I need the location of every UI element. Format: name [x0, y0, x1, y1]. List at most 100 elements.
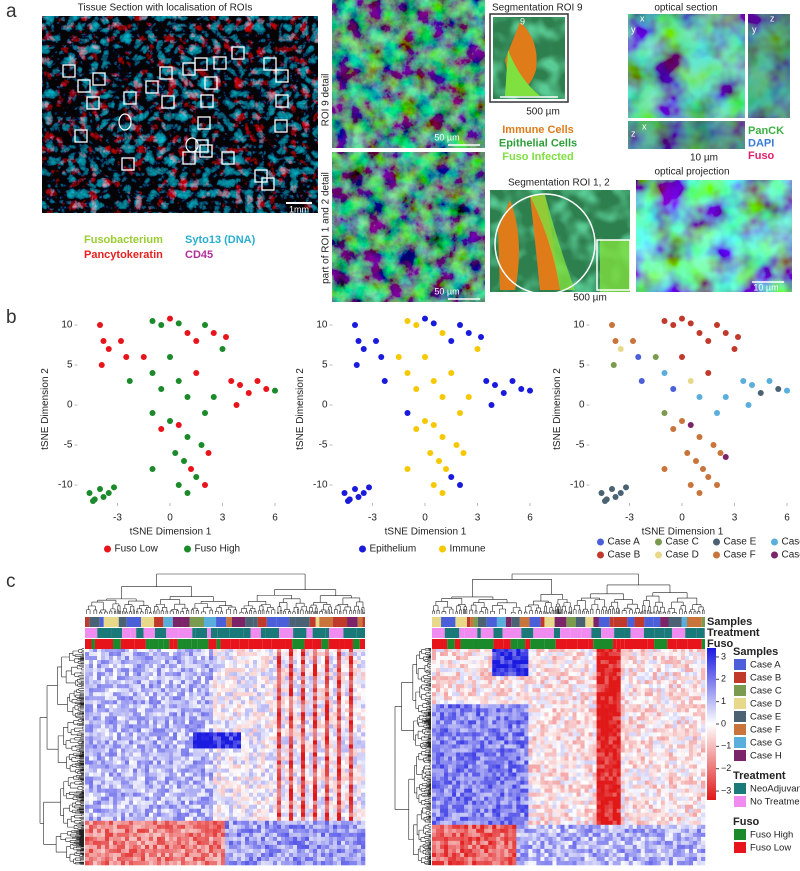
heatmap-cell [169, 664, 173, 668]
heatmap-cell [189, 761, 193, 765]
heatmap-cell [345, 704, 349, 708]
heatmap-cell [325, 748, 329, 752]
heatmap-cell [601, 660, 605, 664]
heatmap-cell [325, 789, 329, 793]
heatmap-cell [484, 680, 488, 684]
heatmap-cell [337, 809, 341, 813]
heatmap-cell [165, 853, 169, 857]
heatmap-cell [141, 664, 145, 668]
heatmap-cell [281, 704, 285, 708]
data-point [413, 386, 419, 392]
heatmap-cell [261, 781, 265, 785]
heatmap-cell [277, 761, 281, 765]
heatmap-cell [277, 861, 281, 865]
heatmap-cell [641, 664, 645, 668]
heatmap-cell [448, 676, 452, 680]
heatmap-cell [269, 813, 273, 817]
heatmap-cell [133, 736, 137, 740]
heatmap-cell [109, 853, 113, 857]
heatmap-cell [157, 720, 161, 724]
heatmap-cell [317, 660, 321, 664]
heatmap-cell [293, 817, 297, 821]
heatmap-cell [677, 664, 681, 668]
heatmap-cell [333, 841, 337, 845]
heatmap-cell [341, 849, 345, 853]
heatmap-cell [253, 680, 257, 684]
heatmap-cell [297, 740, 301, 744]
heatmap-cell [293, 752, 297, 756]
heatmap-cell [349, 853, 353, 857]
heatmap-cell [637, 684, 641, 688]
heatmap-cell [333, 825, 337, 829]
heatmap-cell [257, 740, 261, 744]
heatmap-cell [225, 789, 229, 793]
heatmap-cell [89, 664, 93, 668]
heatmap-cell [189, 724, 193, 728]
annotation-cell [136, 628, 143, 638]
heatmap-cell [129, 793, 133, 797]
heatmap-cell [621, 680, 625, 684]
annotation-cell [143, 628, 154, 638]
heatmap-cell [321, 861, 325, 865]
data-point [492, 382, 498, 388]
heatmap-cell [309, 744, 313, 748]
heatmap-cell [177, 684, 181, 688]
heatmap-cell [333, 853, 337, 857]
heatmap-cell [289, 849, 293, 853]
heatmap-cell [349, 720, 353, 724]
heatmap-cell [297, 716, 301, 720]
heatmap-cell [241, 861, 245, 865]
heatmap-cell [157, 664, 161, 668]
heatmap-cell [305, 853, 309, 857]
heatmap-cell [233, 825, 237, 829]
heatmap-cell [105, 809, 109, 813]
heatmap-cell [209, 853, 213, 857]
heatmap-cell [357, 740, 361, 744]
heatmap-cell [173, 861, 177, 865]
heatmap-cell [153, 765, 157, 769]
heatmap-cell [625, 680, 629, 684]
heatmap-cell [297, 805, 301, 809]
heatmap-cell [261, 841, 265, 845]
heatmap-cell [472, 656, 476, 660]
heatmap-cell [149, 813, 153, 817]
heatmap-cell [97, 857, 101, 861]
heatmap-cell [157, 849, 161, 853]
heatmap-cell [153, 793, 157, 797]
heatmap-cell [285, 688, 289, 692]
heatmap-cell [597, 676, 601, 680]
heatmap-cell [165, 652, 169, 656]
heatmap-cell [341, 773, 345, 777]
heatmap-cell [205, 652, 209, 656]
heatmap-cell [345, 700, 349, 704]
heatmap-cell [149, 773, 153, 777]
heatmap-cell [141, 724, 145, 728]
heatmap-cell [665, 664, 669, 668]
heatmap-cell [229, 797, 233, 801]
heatmap-cell [209, 724, 213, 728]
heatmap-cell [492, 676, 496, 680]
heatmap-cell [141, 708, 145, 712]
heatmap-cell [621, 668, 625, 672]
heatmap-cell [109, 652, 113, 656]
data-point [431, 482, 437, 488]
heatmap-cell [189, 664, 193, 668]
annotation-cell [169, 639, 174, 649]
heatmap-cell [281, 777, 285, 781]
heatmap-cell [357, 736, 361, 740]
annotation-cell [277, 617, 289, 627]
heatmap-cell [149, 744, 153, 748]
heatmap-cell [257, 668, 261, 672]
heatmap-cell [492, 668, 496, 672]
heatmap-cell [277, 696, 281, 700]
heatmap-cell [133, 781, 137, 785]
heatmap-cell [205, 773, 209, 777]
heatmap-cell [480, 672, 484, 676]
heatmap-cell [85, 740, 89, 744]
heatmap-cell [661, 680, 665, 684]
heatmap-cell [193, 765, 197, 769]
heatmap-cell [201, 736, 205, 740]
heatmap-cell [121, 752, 125, 756]
heatmap-cell [89, 740, 93, 744]
heatmap-cell [273, 801, 277, 805]
